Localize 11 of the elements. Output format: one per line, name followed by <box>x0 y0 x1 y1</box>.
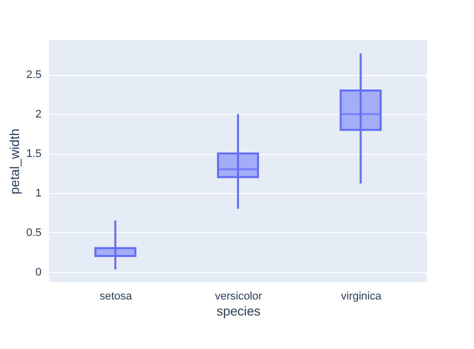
y-tick-label: 2.5 <box>26 69 42 82</box>
y-axis-title: petal_width <box>7 128 22 194</box>
y-tick-label: 0.5 <box>26 226 42 239</box>
y-tick-label: 1.5 <box>26 148 42 160</box>
x-tick-label: setosa <box>100 290 133 302</box>
y-tick-label: 1 <box>35 187 42 200</box>
x-tick-label: versicolor <box>214 290 262 302</box>
x-axis-title: species <box>216 304 262 318</box>
x-tick-label: virginica <box>340 290 382 302</box>
y-tick-label: 2 <box>35 108 42 121</box>
y-tick-label: 0 <box>35 266 42 278</box>
